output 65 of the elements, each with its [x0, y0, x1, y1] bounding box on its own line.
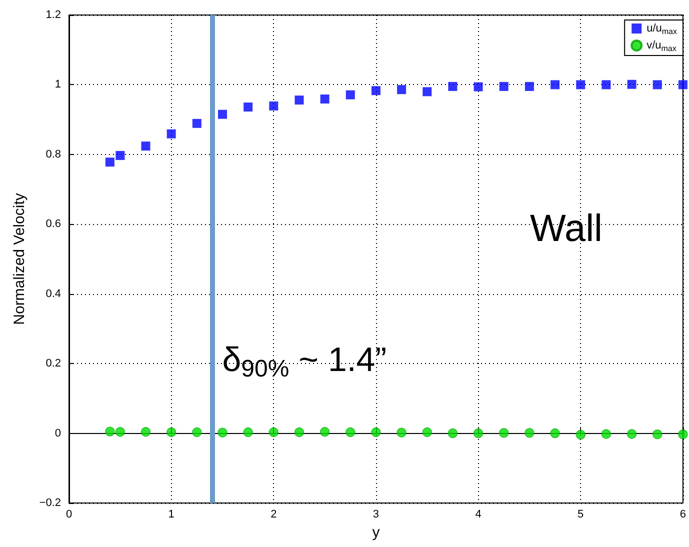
point [320, 427, 330, 437]
x-tick-label: 4 [475, 508, 482, 520]
y-tick-label: 0.8 [46, 148, 61, 160]
point [576, 430, 586, 440]
point [346, 427, 356, 438]
point [294, 427, 304, 438]
point [652, 430, 662, 440]
point [346, 90, 355, 100]
point [243, 427, 253, 438]
point [244, 102, 253, 112]
point [550, 80, 560, 90]
point [320, 94, 330, 104]
point [115, 427, 125, 437]
y-tick-label: 0.4 [46, 288, 61, 300]
point [166, 129, 176, 138]
x-tick-label: 5 [578, 508, 584, 520]
x-tick-label: 1 [168, 508, 174, 520]
x-tick-label: 3 [372, 508, 380, 520]
point [474, 82, 483, 92]
point [192, 427, 202, 438]
point [105, 158, 114, 167]
point [499, 428, 509, 438]
point [371, 427, 381, 438]
point [166, 427, 176, 438]
point [448, 82, 458, 91]
x-tick-label: 2 [270, 508, 277, 520]
point [576, 80, 586, 90]
point [192, 118, 202, 128]
point [499, 82, 508, 91]
point [422, 87, 432, 96]
point [626, 429, 637, 439]
point [218, 428, 228, 438]
y-tick-label: 0.2 [46, 358, 61, 370]
x-tick-label: 0 [66, 508, 72, 520]
y-tick-label: 0.6 [46, 218, 61, 230]
point [627, 80, 636, 89]
point [652, 80, 662, 90]
x-axis-title: y [372, 524, 380, 541]
point [294, 96, 304, 105]
point [116, 150, 125, 160]
point [269, 101, 278, 110]
point [396, 428, 406, 438]
annotation: Wall [530, 208, 602, 250]
point [268, 427, 278, 438]
point [422, 427, 432, 438]
point [678, 80, 688, 90]
point [140, 427, 151, 437]
point [218, 110, 227, 119]
point [524, 428, 534, 438]
point [397, 85, 406, 94]
y-tick-label: 1.2 [46, 9, 61, 21]
y-tick-label: −0.2 [39, 497, 61, 509]
point [524, 82, 534, 91]
point [105, 426, 115, 436]
y-tick-label: 0 [54, 427, 61, 440]
point [141, 142, 150, 151]
point [602, 80, 611, 90]
point [550, 428, 560, 438]
x-tick-label: 6 [680, 508, 686, 520]
point [474, 428, 484, 438]
y-axis-title: Normalized Velocity [11, 192, 28, 325]
point [448, 428, 458, 438]
point [601, 429, 611, 439]
y-tick-label: 1 [54, 78, 61, 91]
point [371, 86, 380, 96]
